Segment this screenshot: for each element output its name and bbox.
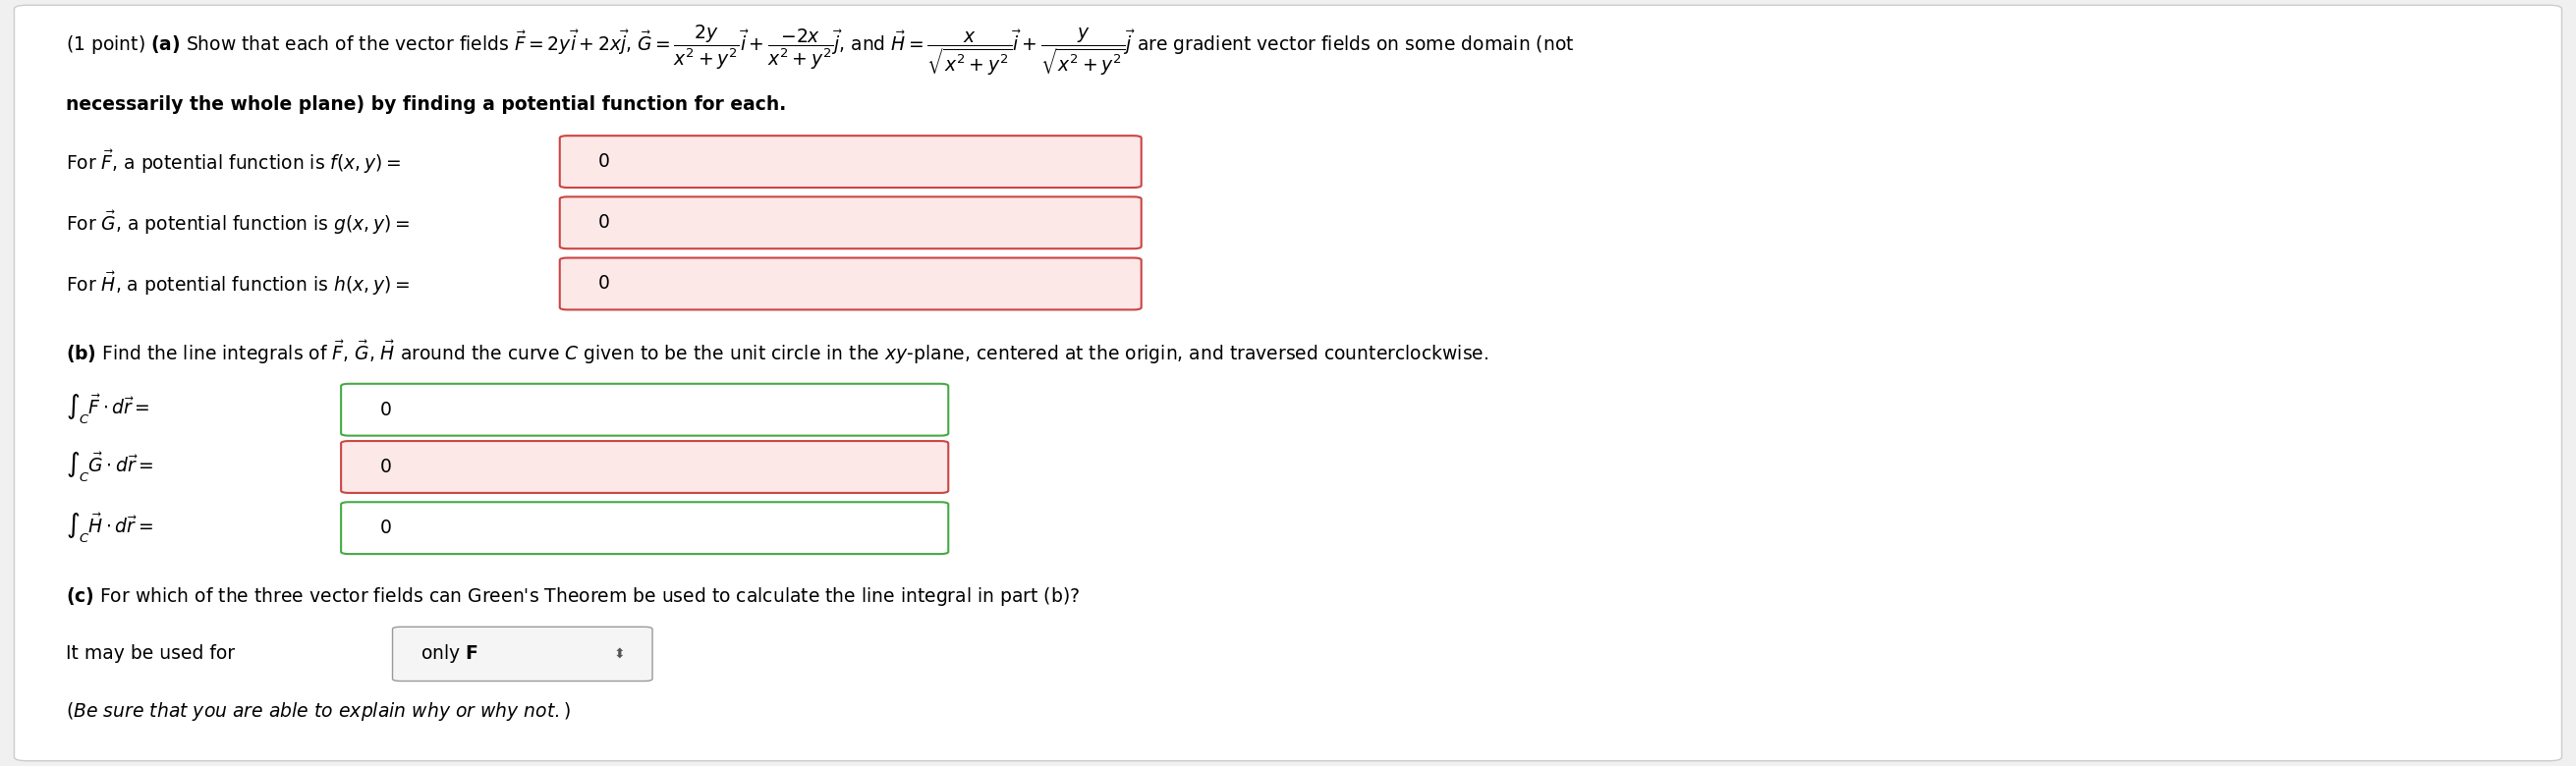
Text: $\int_C \vec{G} \cdot d\vec{r} =$: $\int_C \vec{G} \cdot d\vec{r} =$	[67, 450, 155, 484]
Text: 0: 0	[379, 401, 392, 419]
FancyBboxPatch shape	[392, 627, 652, 681]
Text: 0: 0	[598, 152, 611, 171]
Text: $\bf{(b)}$ Find the line integrals of $\vec{F}$, $\vec{G}$, $\vec{H}$ around the: $\bf{(b)}$ Find the line integrals of $\…	[67, 339, 1489, 366]
Text: For $\vec{F}$, a potential function is $f(x, y) =$: For $\vec{F}$, a potential function is $…	[67, 148, 402, 175]
FancyBboxPatch shape	[340, 441, 948, 493]
Text: $\bf{(c)}$ For which of the three vector fields can Green's Theorem be used to c: $\bf{(c)}$ For which of the three vector…	[67, 585, 1079, 608]
FancyBboxPatch shape	[559, 197, 1141, 249]
Text: For $\vec{G}$, a potential function is $g(x, y) =$: For $\vec{G}$, a potential function is $…	[67, 209, 410, 237]
FancyBboxPatch shape	[559, 136, 1141, 188]
FancyBboxPatch shape	[15, 5, 2561, 761]
Text: $(Be\ sure\ that\ you\ are\ able\ to\ explain\ why\ or\ why\ not.)$: $(Be\ sure\ that\ you\ are\ able\ to\ ex…	[67, 700, 572, 722]
FancyBboxPatch shape	[559, 258, 1141, 309]
Text: 0: 0	[379, 457, 392, 476]
Text: It may be used for: It may be used for	[67, 645, 234, 663]
Text: $\int_C \vec{H} \cdot d\vec{r} =$: $\int_C \vec{H} \cdot d\vec{r} =$	[67, 511, 152, 545]
Text: necessarily the whole plane) by finding a potential function for each.: necessarily the whole plane) by finding …	[67, 95, 786, 113]
FancyBboxPatch shape	[340, 384, 948, 436]
Text: (1 point) $\bf{(a)}$ Show that each of the vector fields $\vec{F} = 2y\vec{i} + : (1 point) $\bf{(a)}$ Show that each of t…	[67, 24, 1574, 78]
Text: 0: 0	[379, 519, 392, 538]
Text: $\int_C \vec{F} \cdot d\vec{r} =$: $\int_C \vec{F} \cdot d\vec{r} =$	[67, 393, 149, 427]
Text: ⬍: ⬍	[613, 647, 626, 661]
Text: 0: 0	[598, 274, 611, 293]
Text: For $\vec{H}$, a potential function is $h(x, y) =$: For $\vec{H}$, a potential function is $…	[67, 270, 410, 298]
FancyBboxPatch shape	[340, 502, 948, 554]
Text: only $\bf{F}$: only $\bf{F}$	[420, 643, 479, 665]
Text: 0: 0	[598, 214, 611, 232]
